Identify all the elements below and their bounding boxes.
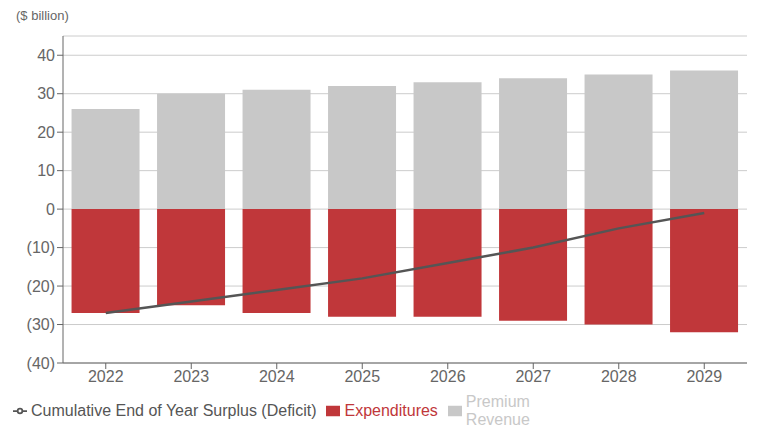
svg-text:(10): (10) bbox=[27, 239, 55, 256]
svg-text:2023: 2023 bbox=[173, 368, 209, 385]
svg-text:2028: 2028 bbox=[601, 368, 637, 385]
html-text:Expenditures: Expenditures bbox=[344, 402, 438, 419]
svg-text:(20): (20) bbox=[27, 278, 55, 295]
svg-text:0: 0 bbox=[46, 201, 55, 218]
svg-text:(30): (30) bbox=[27, 316, 55, 333]
svg-text:2026: 2026 bbox=[430, 368, 466, 385]
svg-text:2029: 2029 bbox=[686, 368, 722, 385]
svg-text:(40): (40) bbox=[27, 355, 55, 372]
svg-text:40: 40 bbox=[37, 47, 55, 64]
html-text:($ billion): ($ billion) bbox=[16, 8, 69, 23]
svg-text:10: 10 bbox=[37, 162, 55, 179]
svg-text:20: 20 bbox=[37, 124, 55, 141]
html-text:Cumulative End of Year Surplus: Cumulative End of Year Surplus (Deficit) bbox=[31, 402, 317, 419]
svg-text:2022: 2022 bbox=[88, 368, 124, 385]
html-text:Premium Revenue: Premium Revenue bbox=[465, 393, 530, 428]
svg-text:30: 30 bbox=[37, 85, 55, 102]
svg-text:2027: 2027 bbox=[515, 368, 551, 385]
svg-text:2025: 2025 bbox=[344, 368, 380, 385]
svg-text:2024: 2024 bbox=[259, 368, 295, 385]
